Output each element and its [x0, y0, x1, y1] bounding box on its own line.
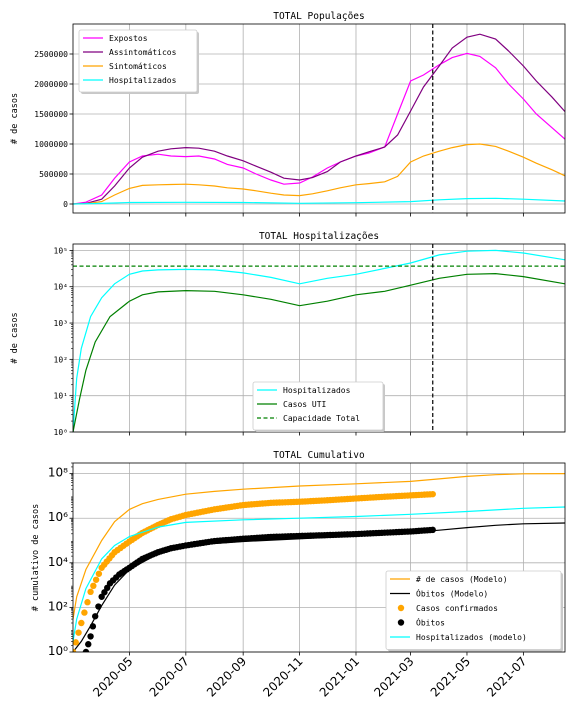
legend-box — [385, 570, 562, 650]
chart-panel-3: 10⁰ 10² 10⁴ 10⁶ 10⁸ TOTAL Cumulativo # cumulat… — [31, 450, 566, 700]
axes-frame — [72, 462, 566, 653]
series-point-casos-confirmados — [90, 582, 97, 590]
legend-box — [252, 381, 384, 431]
series-line-hospitalizados — [73, 249, 565, 432]
y-tick-label: 10⁴ — [48, 555, 68, 569]
y-tick-label: 10⁰ — [48, 644, 68, 658]
series-point-casos-confirmados — [87, 588, 94, 596]
series-line-assintomaticos — [73, 33, 565, 205]
legend-label-casos-uti: Casos UTI — [283, 400, 327, 409]
x-tick-label: 2020-09 — [204, 654, 249, 699]
legend-label-expostos: Expostos — [109, 34, 148, 43]
legend-marker — [397, 619, 405, 626]
series-point-casos-confirmados — [78, 619, 85, 627]
legend-label-assintomaticos: Assintomáticos — [109, 48, 177, 57]
y-tick-label: 2500000 — [34, 50, 68, 59]
series-point-obitos — [429, 526, 436, 534]
series-group — [73, 249, 565, 432]
chart-title: TOTAL Hospitalizações — [259, 231, 379, 242]
chart-panel-2: 10⁰ 10¹ 10² 10³ 10⁴ 10⁵ TOTAL Hospitalizações #… — [10, 231, 566, 437]
series-point-obitos — [87, 633, 94, 640]
legend: Hospitalizados Casos UTI Capacidade Total — [252, 381, 385, 432]
y-axis-label: # de casos — [10, 312, 20, 363]
series-point-casos-confirmados — [95, 570, 103, 577]
legend-marker — [397, 604, 405, 612]
series-point-casos-confirmados — [81, 609, 88, 616]
series-line-expostos — [73, 52, 565, 205]
x-tick-label: 2020-11 — [260, 654, 305, 699]
chart-title: TOTAL Cumulativo — [273, 450, 365, 461]
x-tick-label: 2021-07 — [484, 654, 529, 699]
series-point-casos-confirmados — [73, 639, 79, 646]
legend-label-sintomaticos: Sintomáticos — [109, 62, 167, 71]
x-tick-label: 2021-01 — [317, 654, 362, 699]
y-axis-label: # cumulativo de casos — [31, 504, 41, 611]
series-line-de-casos-modelo — [73, 473, 565, 620]
chart-title: TOTAL Populações — [273, 11, 365, 22]
series-point-obitos — [91, 613, 99, 620]
series-point-casos-confirmados — [73, 648, 77, 652]
legend-label-hospitalizados-modelo: Hospitalizados (modelo) — [416, 633, 527, 642]
series-group — [73, 33, 565, 205]
y-axis-label: # de casos — [10, 93, 20, 144]
y-tick-label: 2000000 — [34, 80, 68, 89]
chart-panel-1: 0 500000 1000000 1500000 2000000 2500000 TOTAL… — [10, 11, 566, 217]
y-tick-label: 10² — [48, 599, 68, 613]
legend-label-obitos-modelo: Óbitos (Modelo) — [416, 588, 488, 599]
y-tick-label: 10⁸ — [48, 466, 68, 480]
legend-label-hospitalizados: Hospitalizados — [283, 386, 351, 395]
y-tick-label: 10⁰ — [54, 428, 68, 437]
legend-label-de-casos-modelo: # de casos (Modelo) — [416, 575, 508, 584]
series-line-sintomaticos — [73, 143, 565, 205]
y-tick-label: 10⁶ — [48, 510, 68, 524]
series-point-casos-confirmados — [429, 490, 436, 498]
legend-label-hospitalizados: Hospitalizados — [109, 76, 177, 85]
series-point-obitos — [85, 641, 92, 648]
series-point-obitos — [89, 623, 97, 630]
series-point-obitos — [82, 648, 90, 652]
legend: # de casos (Modelo) Óbitos (Modelo) Casos … — [385, 570, 563, 652]
y-tick-label: 10⁵ — [54, 246, 68, 255]
x-tick-label: 2021-05 — [428, 654, 473, 699]
x-tick-label: 2021-03 — [371, 654, 416, 699]
series-point-obitos — [95, 603, 102, 610]
y-tick-label: 10⁴ — [54, 283, 68, 292]
y-tick-label: 0 — [63, 200, 68, 209]
y-tick-label: 10³ — [54, 319, 68, 328]
legend-label-casos-confirmados: Casos confirmados — [416, 604, 498, 613]
series-point-casos-confirmados — [92, 576, 100, 583]
axes-frame — [72, 23, 566, 214]
series-line-casos-uti — [73, 272, 565, 432]
y-tick-label: 500000 — [39, 170, 68, 179]
y-tick-label: 1000000 — [34, 140, 68, 149]
legend-label-obitos: Óbitos — [416, 617, 445, 628]
legend-box — [78, 29, 198, 93]
x-tick-label: 2020-07 — [147, 654, 192, 699]
series-point-casos-confirmados — [75, 629, 82, 636]
y-tick-label: 10² — [54, 355, 68, 364]
y-tick-label: 1500000 — [34, 110, 68, 119]
series-point-casos-confirmados — [84, 599, 91, 606]
series-line-hospitalizados-modelo — [73, 506, 565, 642]
legend: Expostos Assintomáticos Sintomáticos Hospit… — [78, 29, 199, 94]
series-group — [73, 473, 565, 652]
y-tick-label: 10¹ — [54, 392, 68, 401]
x-tick-label: 2020-05 — [90, 654, 135, 699]
series-line-hospitalizados — [73, 197, 565, 205]
legend-label-capacidade-total: Capacidade Total — [283, 414, 360, 423]
